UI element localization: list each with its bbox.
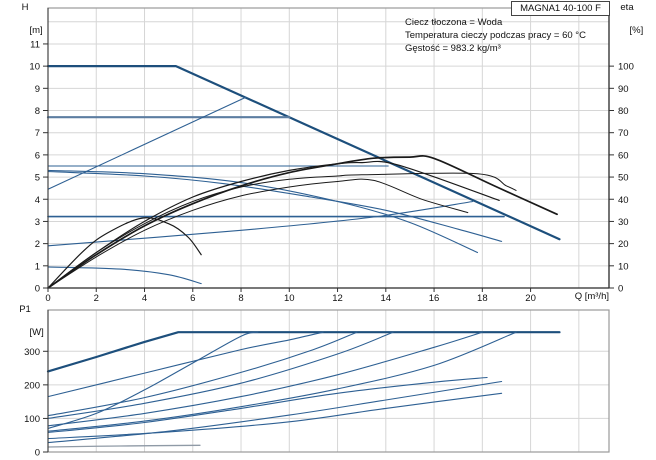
curve-max-speed-curve [46,65,561,241]
curve-prop-pressure-ramp-low [47,200,474,247]
x-tick-label: 12 [332,293,343,304]
h-axis-unit: [m] [29,25,43,36]
curve-p1-curve-6 [47,376,488,434]
curve-prop-pressure-ramp-high [47,96,247,190]
y-left-tick-label: 100 [24,414,40,425]
eta-axis-title: eta [%] [611,2,643,37]
curve-eta-curve-2 [47,160,500,289]
h-axis-symbol: H [21,2,29,13]
curve-p1-curve-8 [47,380,503,444]
y-right-tick-label: 60 [618,150,629,161]
x-tick-label: 16 [429,293,440,304]
curve-p1-curve-3 [47,331,394,419]
y-right-tick-label: 100 [618,62,634,73]
y-right-tick-label: 80 [618,106,629,117]
curve-p1-curve-steep [47,331,259,430]
y-left-tick-label: 4 [35,195,40,206]
tick-labels: 0 100 200 300 [24,347,48,459]
q-axis-label: Q [m³/h] [574,291,609,302]
curve-p1-min-speed [47,444,201,448]
pump-model-badge: MAGNA1 40-100 F [511,1,610,16]
eta-axis-symbol: eta [620,2,634,13]
y-left-tick-label: 7 [35,128,40,139]
eta-axis-unit: [%] [629,25,644,36]
y-right-tick-label: 70 [618,128,629,139]
curve-speed-curve-a [47,169,479,254]
x-tick-label: 4 [142,293,147,304]
liquid-info-block: Ciecz tłoczona = Woda Temperatura cieczy… [405,16,586,55]
y-left-tick-label: 0 [35,284,40,295]
x-tick-label: 20 [525,293,536,304]
info-temperature: Temperatura cieczy podczas pracy = 60 °C [405,30,586,41]
y-right-tick-label: 90 [618,84,629,95]
y-right-tick-label: 30 [618,217,629,228]
gridlines [48,310,609,452]
x-tick-label: 18 [477,293,488,304]
curve-p1-curve-5 [47,331,517,432]
curve-p1-max-limit [46,331,561,373]
axes [47,8,610,289]
y-right-tick-label: 10 [618,261,629,272]
y-left-tick-label: 2 [35,239,40,250]
curve-eta-curve-min [47,217,202,289]
curve-p1-curve-4 [47,331,483,427]
y-left-tick-label: 11 [30,39,40,50]
curve-p1-curve-cp77 [47,331,324,398]
series-group [46,65,561,289]
y-left-tick-label: 200 [24,380,40,391]
p1-axis-symbol: P1 [19,304,31,315]
y-left-tick-label: 0 [35,448,40,459]
curve-p1-curve-7 [47,392,503,440]
h-axis-title: H [m] [11,2,43,37]
y-left-tick-label: 3 [35,217,40,228]
curve-eta-curve-flat-2 [47,178,469,289]
y-left-tick-label: 9 [35,84,40,95]
info-liquid: Ciecz tłoczona = Woda [405,17,503,28]
y-left-tick-label: 10 [29,62,40,73]
y-right-tick-label: 50 [618,173,629,184]
y-right-tick-label: 20 [618,239,629,250]
x-tick-label: 14 [381,293,392,304]
curve-eta-curve-max [47,155,558,289]
y-left-tick-label: 1 [35,261,40,272]
p1-axis-title: P1 [W] [11,304,44,339]
curve-eta-curve-flat-1 [47,172,517,289]
y-left-tick-label: 8 [35,106,40,117]
y-left-tick-label: 300 [24,347,40,358]
curve-p1-curve-2 [47,331,358,417]
p1-axis-unit: [W] [29,327,44,338]
y-right-tick-label: 0 [618,284,623,295]
x-tick-label: 10 [284,293,295,304]
x-tick-label: 6 [190,293,195,304]
y-left-tick-label: 5 [35,173,40,184]
x-tick-label: 0 [45,293,50,304]
info-density: Gęstość = 983.2 kg/m³ [405,43,501,54]
y-right-tick-label: 40 [618,195,629,206]
series-group [46,331,561,448]
curve-speed-curve-b [47,170,503,242]
x-tick-label: 8 [238,293,243,304]
y-left-tick-label: 6 [35,150,40,161]
curve-min-speed-curve [47,266,202,285]
gridlines [48,8,609,288]
p1-power-chart: 0 100 200 300 [24,309,610,459]
x-tick-label: 2 [94,293,99,304]
